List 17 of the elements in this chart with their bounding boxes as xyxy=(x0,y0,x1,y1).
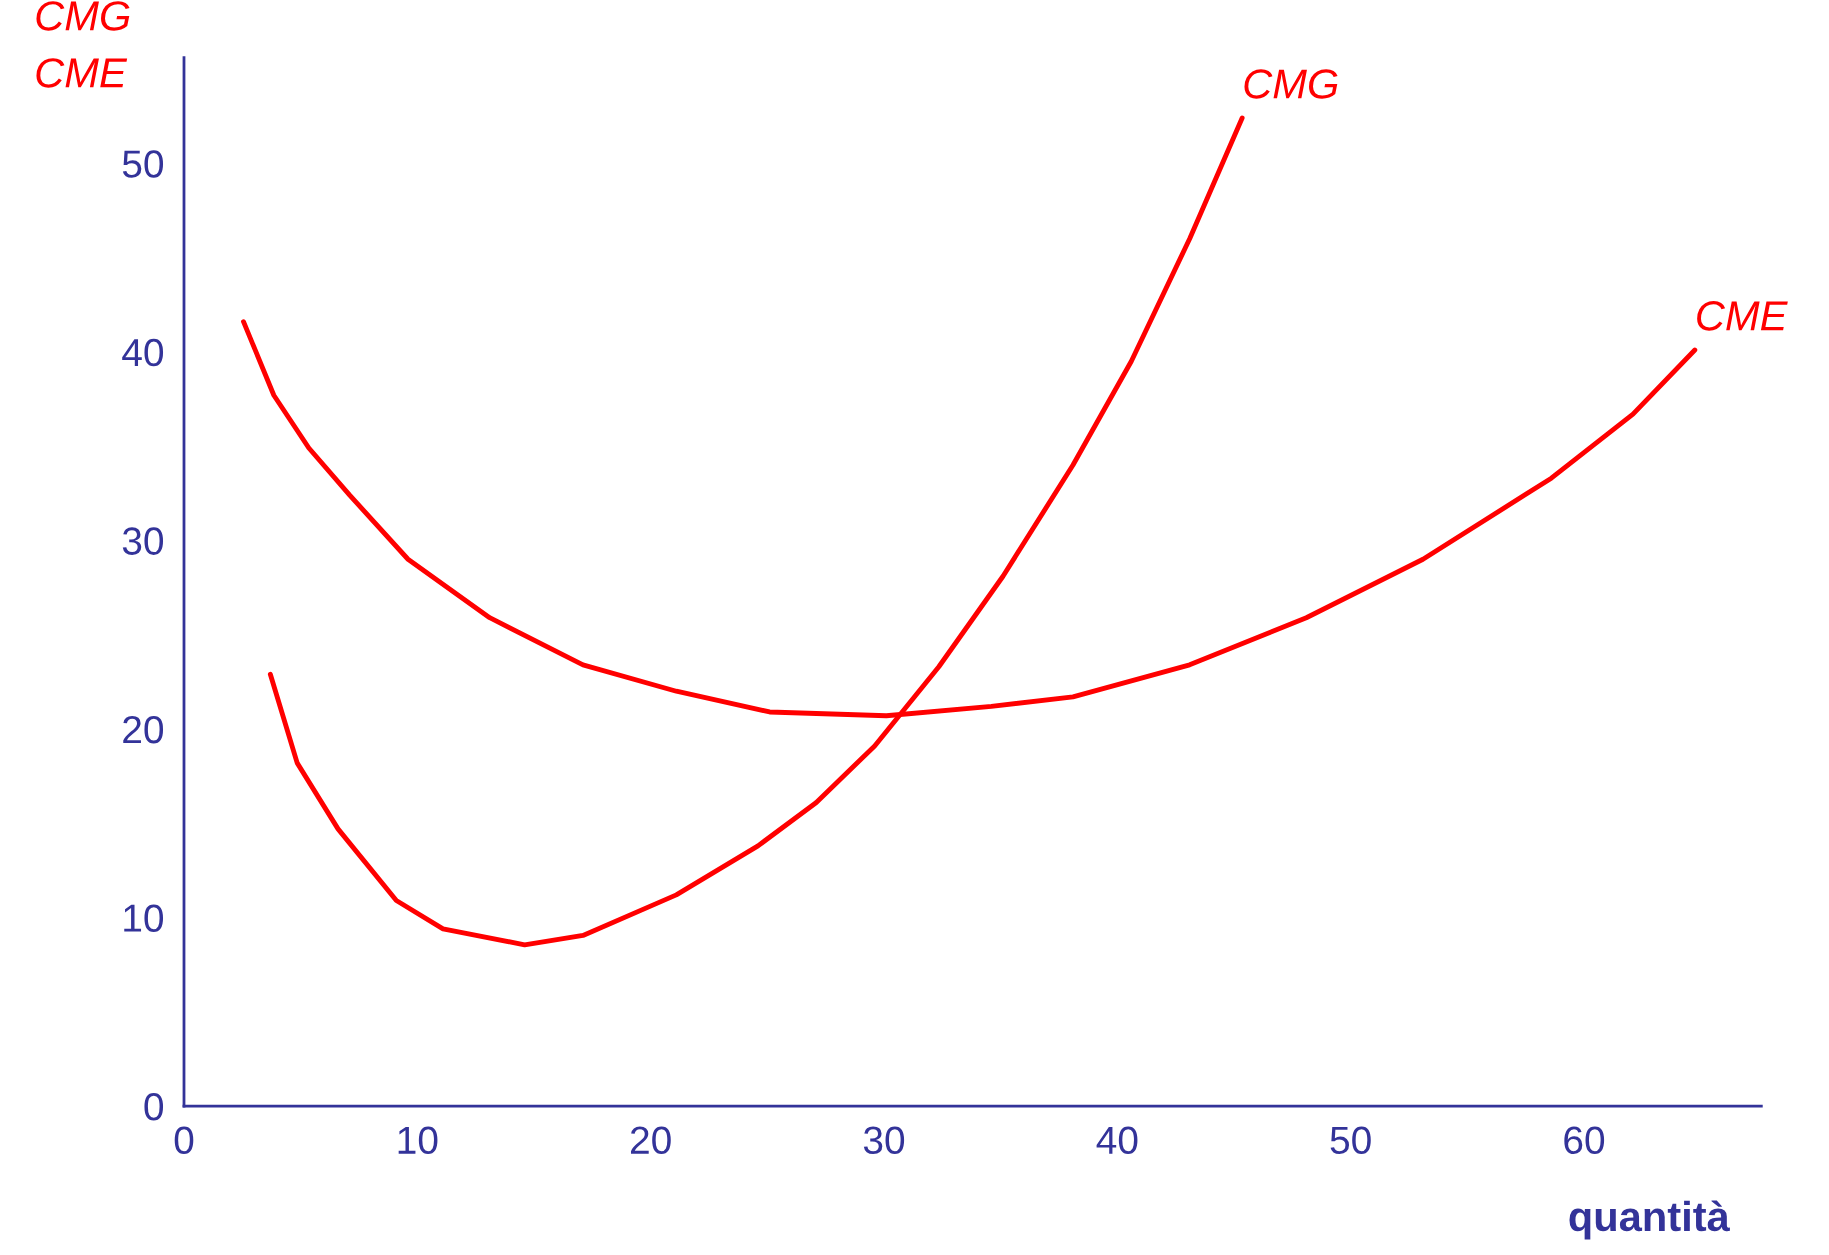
x-tick-label: 0 xyxy=(174,1126,194,1155)
x-tick-label: 20 xyxy=(630,1126,671,1155)
x-tick-label: 40 xyxy=(1096,1126,1138,1155)
y-tick-label: 40 xyxy=(122,338,164,367)
x-tick-label: 60 xyxy=(1564,1126,1605,1155)
series-label: CMG xyxy=(1244,69,1338,99)
y-tick-label: 10 xyxy=(124,904,164,932)
series-label: CME xyxy=(1697,301,1788,331)
y-tick-label: 0 xyxy=(144,1092,164,1121)
y-tick-label: 50 xyxy=(122,150,164,178)
y-tick-label: 20 xyxy=(123,715,164,744)
x-axis-title: quantità xyxy=(1569,1200,1730,1240)
y-axis-title: CMG CME xyxy=(36,1,130,88)
x-tick-label: 10 xyxy=(398,1126,438,1155)
y-tick-label: 30 xyxy=(122,527,164,555)
x-tick-label: 30 xyxy=(863,1126,905,1155)
x-tick-label: 50 xyxy=(1330,1126,1371,1155)
